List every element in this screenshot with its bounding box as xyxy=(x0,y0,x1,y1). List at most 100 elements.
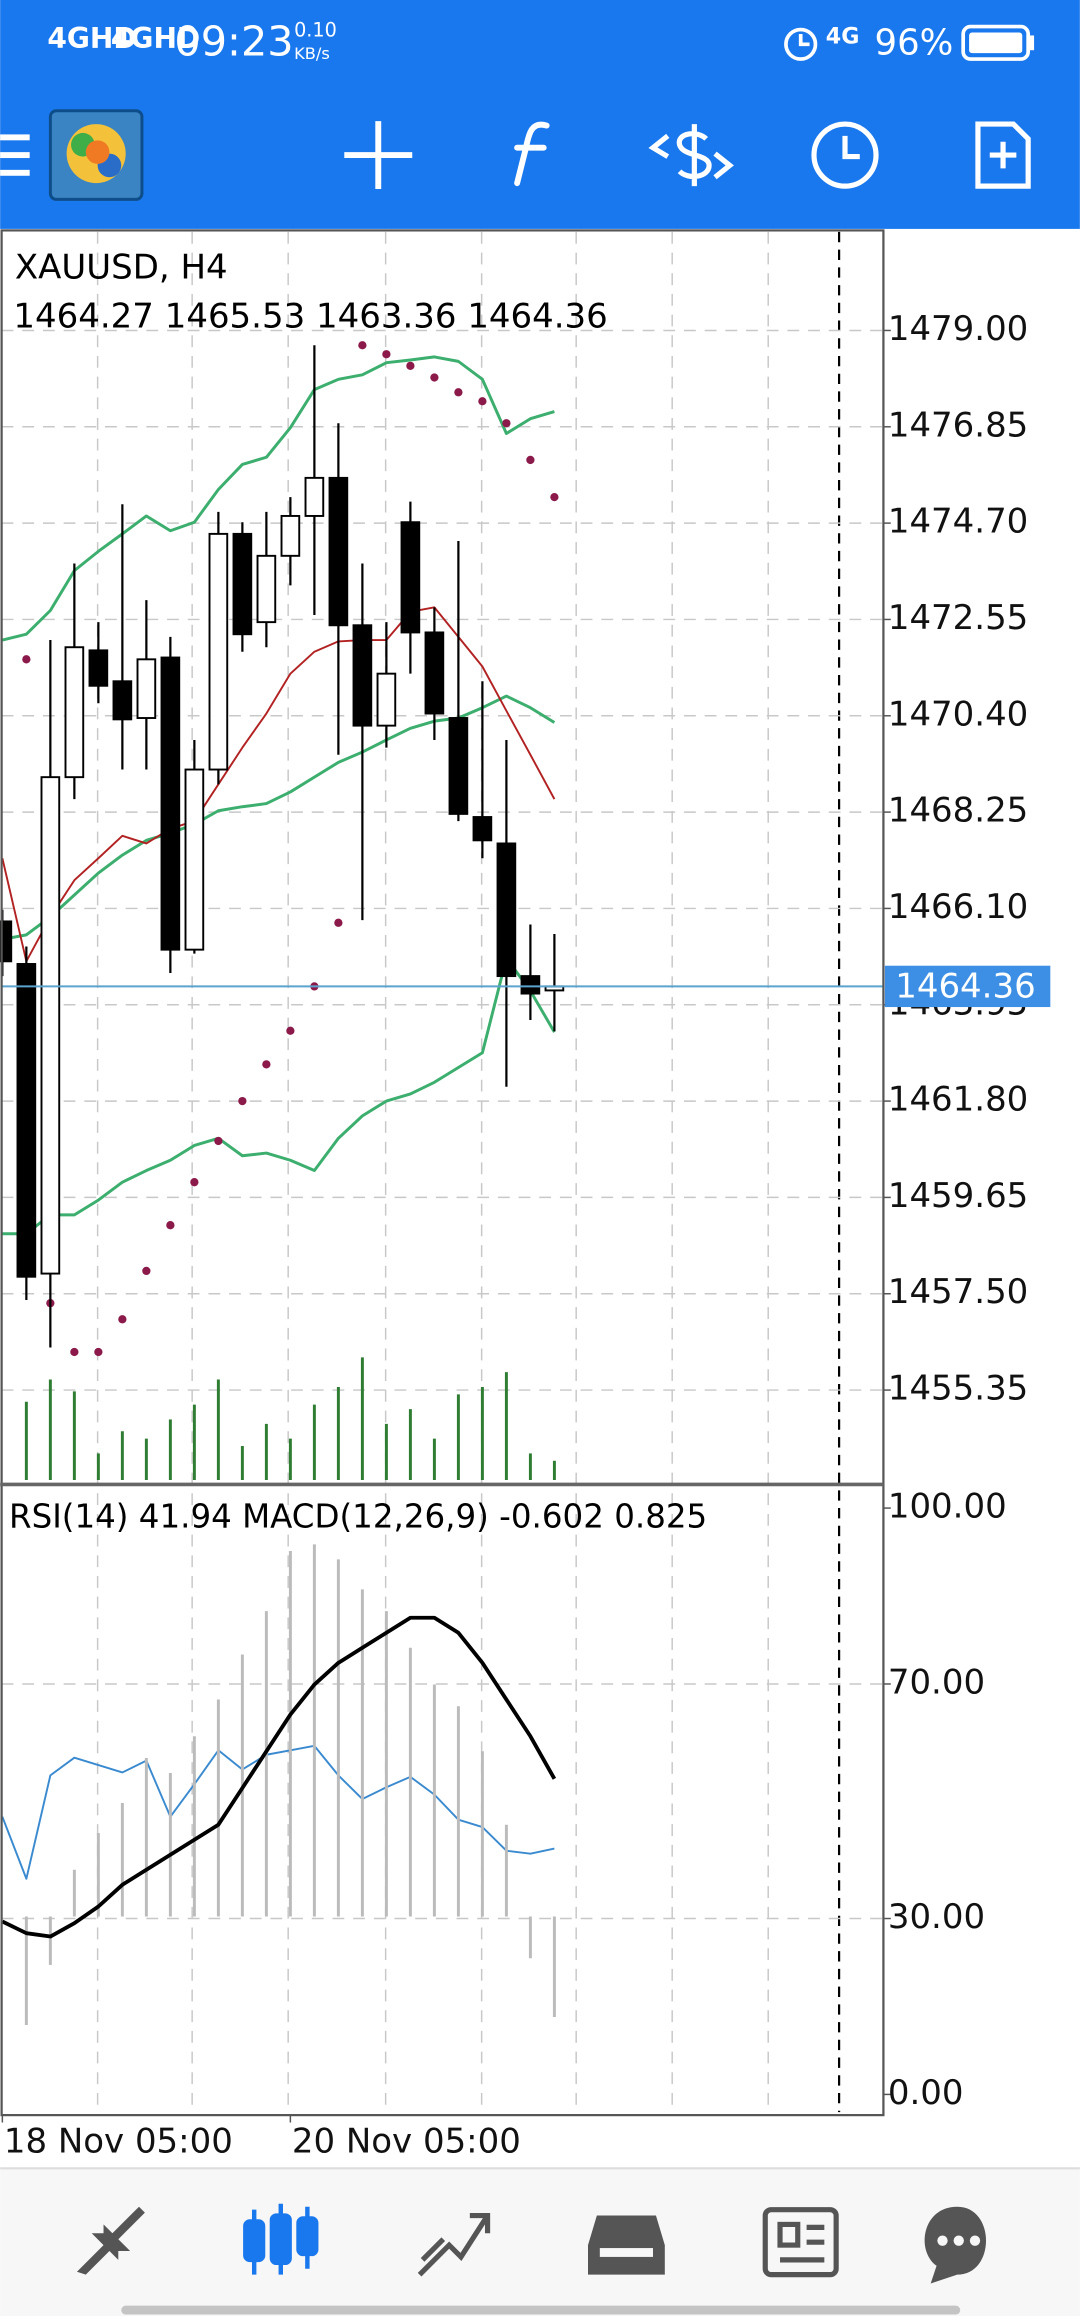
y-tick-label: 1468.25 xyxy=(888,791,1028,831)
trade-tab[interactable] xyxy=(417,2212,491,2277)
y-tick-label: 1474.70 xyxy=(888,502,1028,542)
candle-body xyxy=(280,514,301,557)
sar-dot xyxy=(406,361,415,370)
battery-level: 96% xyxy=(875,22,954,63)
macd-value: -0.602 xyxy=(499,1497,604,1535)
indicator-line xyxy=(1,1615,557,1939)
y-tick-label: 0.00 xyxy=(888,2073,964,2113)
app-icon[interactable] xyxy=(48,109,144,201)
candle-body xyxy=(328,476,349,627)
candle-body xyxy=(304,476,325,517)
period-button[interactable] xyxy=(811,121,879,189)
chart-tab[interactable] xyxy=(243,2203,319,2275)
quotes-tab[interactable] xyxy=(76,2206,145,2275)
chart-title: XAUUSD, H4 xyxy=(15,247,228,287)
bottom-nav xyxy=(0,2168,1080,2316)
indicator-window xyxy=(1,1544,884,2025)
candle-body xyxy=(40,776,61,1275)
sar-dot xyxy=(22,655,31,664)
sar-dot xyxy=(430,373,439,382)
close-value: 1464.36 xyxy=(467,296,607,336)
signal-indicator: 4GHD xyxy=(47,22,136,55)
sar-dot xyxy=(502,419,511,428)
sar-dot xyxy=(190,1178,199,1187)
candle-body xyxy=(424,631,445,715)
macd-name: MACD(12,26,9) xyxy=(242,1497,489,1535)
current-price-box xyxy=(884,965,1051,1008)
y-tick-label: 1472.55 xyxy=(888,598,1028,638)
candle-body xyxy=(352,624,373,727)
crosshair-button[interactable] xyxy=(344,121,413,190)
sar-dot xyxy=(286,1026,295,1035)
sar-dot xyxy=(526,455,535,465)
network-type: 4G xyxy=(826,23,860,49)
candle-body xyxy=(16,963,37,1278)
candle-body xyxy=(184,768,205,951)
menu-button[interactable] xyxy=(0,134,30,176)
y-tick-label: 1455.35 xyxy=(888,1369,1028,1409)
x-tick-label: 18 Nov 05:00 xyxy=(4,2122,233,2162)
history-tab[interactable] xyxy=(588,2215,665,2275)
sar-dot xyxy=(262,1060,271,1069)
main-window xyxy=(0,329,884,1480)
chat-tab[interactable] xyxy=(924,2206,987,2284)
y-tick-label: 70.00 xyxy=(888,1662,985,1702)
macd-signal-value: 0.825 xyxy=(614,1497,707,1535)
sar-dot xyxy=(118,1315,127,1324)
candle-body xyxy=(472,816,493,842)
signal-indicator: 4GHD xyxy=(111,22,200,55)
indicator-line xyxy=(2,694,556,941)
trade-button[interactable] xyxy=(648,124,734,187)
candle-body xyxy=(520,975,541,995)
indicator-legend: RSI(14) 41.94 MACD(12,26,9) -0.602 0.825 xyxy=(9,1497,707,1535)
current-price-label: 1464.36 xyxy=(895,966,1035,1006)
y-tick-label: 100.00 xyxy=(888,1487,1007,1527)
news-tab[interactable] xyxy=(762,2207,839,2278)
indicator-line xyxy=(1,606,556,963)
candle-body xyxy=(136,658,157,719)
indicator-line xyxy=(1,1744,555,1880)
vertical-grid xyxy=(96,231,769,2113)
scroll-indicator xyxy=(121,2305,961,2315)
candle-body xyxy=(208,532,229,771)
candle-body xyxy=(400,521,421,634)
y-tick-label: 1459.65 xyxy=(888,1176,1028,1216)
sar-dot xyxy=(478,397,487,406)
new-order-button[interactable] xyxy=(975,121,1031,189)
sar-dot xyxy=(142,1266,151,1276)
ohlc-readout: 1464.27 1465.53 1463.36 1464.36 xyxy=(13,296,607,336)
indicator-line xyxy=(2,956,556,1236)
low-value: 1463.36 xyxy=(316,296,456,336)
sar-dot xyxy=(238,1096,247,1106)
sar-dot xyxy=(382,350,391,359)
candle-body xyxy=(448,717,469,815)
rsi-value: 41.94 xyxy=(139,1497,232,1535)
sar-dot xyxy=(454,388,463,397)
candle-body xyxy=(64,646,85,779)
y-tick-label: 1457.50 xyxy=(888,1272,1028,1312)
sar-dot xyxy=(214,1136,223,1146)
candle-body xyxy=(160,656,181,951)
candle-body xyxy=(496,842,517,978)
indicator-line xyxy=(2,355,555,642)
open-value: 1464.27 xyxy=(13,296,153,336)
candle-body xyxy=(112,680,133,721)
alarm-icon xyxy=(784,27,818,61)
rsi-name: RSI(14) xyxy=(9,1497,128,1535)
candle-body xyxy=(88,649,109,687)
chart-area[interactable] xyxy=(0,228,1080,2169)
y-tick-label: 1479.00 xyxy=(888,309,1028,349)
sar-dot xyxy=(166,1221,175,1230)
sar-dot xyxy=(334,918,343,927)
y-tick-label: 1476.85 xyxy=(888,405,1028,445)
axis-labels: 1479.00 1476.85 1474.70 1472.55 1470.40 1468.… xyxy=(1,309,1051,2162)
net-speed: 0.10 xyxy=(294,19,337,42)
indicators-button[interactable] xyxy=(514,121,550,187)
chart-border xyxy=(0,229,885,2117)
y-tick-label: 30.00 xyxy=(888,1897,985,1937)
sar-dot xyxy=(94,1347,103,1357)
high-value: 1465.53 xyxy=(165,296,305,336)
y-tick-label: 1461.80 xyxy=(888,1080,1028,1120)
